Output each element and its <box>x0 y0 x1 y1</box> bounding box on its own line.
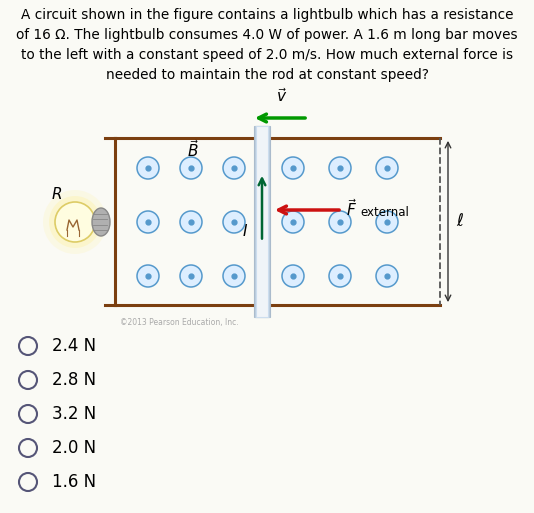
Text: ©2013 Pearson Education, Inc.: ©2013 Pearson Education, Inc. <box>120 318 239 327</box>
Circle shape <box>55 202 95 242</box>
Text: 2.0 N: 2.0 N <box>52 439 96 457</box>
Circle shape <box>223 211 245 233</box>
Circle shape <box>137 157 159 179</box>
Text: 3.2 N: 3.2 N <box>52 405 96 423</box>
Circle shape <box>329 265 351 287</box>
Text: $R$: $R$ <box>51 186 62 202</box>
Text: $I$: $I$ <box>242 224 248 240</box>
Circle shape <box>180 157 202 179</box>
Text: $\ell$: $\ell$ <box>456 212 464 230</box>
Circle shape <box>376 211 398 233</box>
Circle shape <box>137 265 159 287</box>
Circle shape <box>223 265 245 287</box>
Text: 1.6 N: 1.6 N <box>52 473 96 491</box>
Circle shape <box>180 211 202 233</box>
Circle shape <box>55 202 95 242</box>
Circle shape <box>43 190 107 254</box>
Text: external: external <box>360 207 409 220</box>
Bar <box>254 126 270 317</box>
Text: 2.8 N: 2.8 N <box>52 371 96 389</box>
Circle shape <box>180 265 202 287</box>
Text: $\vec{F}$: $\vec{F}$ <box>346 199 357 220</box>
Text: $\vec{v}$: $\vec{v}$ <box>277 87 288 105</box>
Circle shape <box>376 265 398 287</box>
Text: $\vec{B}$: $\vec{B}$ <box>187 140 199 161</box>
Circle shape <box>282 157 304 179</box>
Circle shape <box>137 211 159 233</box>
Circle shape <box>49 196 101 248</box>
Ellipse shape <box>92 208 110 236</box>
Text: 2.4 N: 2.4 N <box>52 337 96 355</box>
Text: A circuit shown in the figure contains a lightbulb which has a resistance
of 16 : A circuit shown in the figure contains a… <box>16 8 518 82</box>
Circle shape <box>282 211 304 233</box>
Circle shape <box>282 265 304 287</box>
Bar <box>255 126 269 317</box>
Circle shape <box>376 157 398 179</box>
Circle shape <box>223 157 245 179</box>
Circle shape <box>329 157 351 179</box>
Bar <box>256 126 268 317</box>
Circle shape <box>329 211 351 233</box>
